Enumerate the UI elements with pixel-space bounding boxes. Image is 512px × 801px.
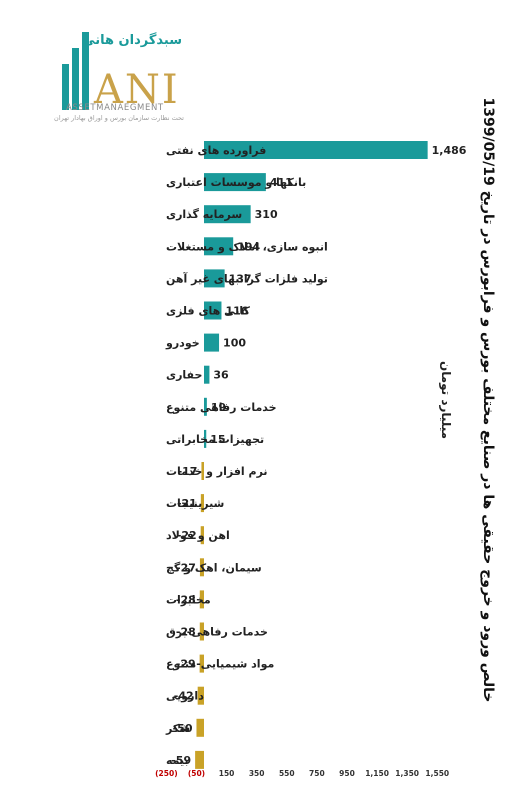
bar-4: [204, 237, 234, 256]
category-label-2: بانکها و موسسات اعتباری: [166, 176, 306, 189]
value-label-15: -28: [176, 593, 196, 606]
value-label-3: 310: [255, 208, 278, 221]
bar-19: [196, 718, 204, 737]
value-label-20: -59: [171, 754, 191, 767]
bar-10: [204, 429, 207, 448]
x-tick-label-2: (50): [188, 769, 205, 778]
value-label-1: 1,486: [432, 144, 467, 157]
bar-16: [199, 622, 204, 641]
brand-logo: سبدگردان هانی ANI ASSETMANAEGMENT تحت نظ…: [50, 26, 200, 126]
x-tick-label-9: 1,350: [395, 769, 419, 778]
category-label-19: شکر: [165, 722, 190, 735]
category-label-7: خودرو: [165, 337, 200, 350]
bar-12: [200, 494, 204, 513]
category-label-13: اهن و فولاد: [166, 529, 230, 542]
value-label-6: 116: [225, 305, 248, 318]
x-tick-label-8: 1,150: [365, 769, 389, 778]
value-label-13: -22: [177, 529, 197, 542]
value-label-11: -17: [178, 465, 198, 478]
category-label-17: مواد شیمیایی-متنوع: [166, 658, 274, 671]
value-label-8: 36: [213, 369, 229, 382]
brand-tagline: تحت نظارت سازمان بورس و اوراق بهادار تهر…: [54, 114, 184, 122]
x-tick-label-10: 1,550: [425, 769, 449, 778]
bar-20: [195, 750, 204, 769]
x-tick-label-4: 350: [249, 769, 265, 778]
bar-15: [199, 590, 204, 609]
value-label-4: 194: [237, 240, 260, 253]
bar-8: [204, 365, 210, 384]
category-label-3: سرمایه گذاری: [166, 208, 242, 221]
value-label-16: -28: [176, 626, 196, 639]
category-label-12: شیرینیجات: [166, 497, 224, 510]
x-tick-label-6: 750: [309, 769, 325, 778]
value-label-9: 19: [211, 401, 226, 414]
value-label-10: 15: [210, 433, 225, 446]
logo-bars-icon: [62, 32, 89, 110]
value-label-19: -50: [173, 722, 193, 735]
value-label-2: 411: [270, 176, 293, 189]
brand-logo-text: ANI: [93, 67, 180, 113]
value-label-17: -29: [176, 658, 196, 671]
category-label-14: سیمان، اهک و گچ: [166, 561, 262, 574]
category-label-4: انبوه سازی، املاک و مستغلات: [166, 240, 328, 253]
bar-7: [204, 333, 220, 352]
bar-18: [197, 686, 204, 705]
bar-6: [204, 301, 222, 320]
bar-11: [201, 462, 204, 480]
bar-1: [204, 141, 428, 159]
bar-14: [199, 558, 204, 577]
category-label-6: کانی های فلزی: [166, 305, 251, 318]
value-label-14: -27: [176, 561, 196, 574]
x-tick-label-3: 150: [219, 769, 235, 778]
category-label-9: خدمات رفاهی متنوع: [166, 401, 277, 414]
category-label-15: مخابرات: [166, 593, 211, 606]
bar-3: [204, 205, 251, 224]
category-label-8: حفاری: [166, 369, 202, 382]
category-label-10: تجهیزات مخابراتی: [166, 433, 264, 446]
category-label-11: نرم افزار و خدمات: [166, 465, 268, 478]
value-label-5: 137: [229, 272, 252, 285]
bar-13: [200, 526, 204, 545]
x-tick-label-7: 950: [339, 769, 355, 778]
value-label-18: -42: [174, 690, 194, 703]
value-label-7: 100: [223, 337, 246, 350]
category-label-5: تولید فلزات گرانبهای غیر آهن: [166, 271, 328, 285]
bar-17: [199, 654, 204, 673]
category-label-16: خدمات رفاهی-برق: [166, 626, 268, 639]
value-label-12: -21: [177, 497, 197, 510]
brand-sub-text: ASSETMANAEGMENT: [66, 103, 164, 113]
bar-5: [204, 269, 225, 288]
category-label-20: بیمه: [166, 754, 189, 767]
x-tick-label-1: (250): [155, 769, 178, 778]
brand-persian-name: سبدگردان هانی: [82, 32, 182, 48]
category-label-1: فراورده های نفتی: [166, 144, 266, 157]
x-tick-label-5: 550: [279, 769, 295, 778]
bar-2: [204, 173, 266, 192]
category-label-18: دارویی: [166, 690, 204, 703]
bar-9: [204, 397, 207, 416]
